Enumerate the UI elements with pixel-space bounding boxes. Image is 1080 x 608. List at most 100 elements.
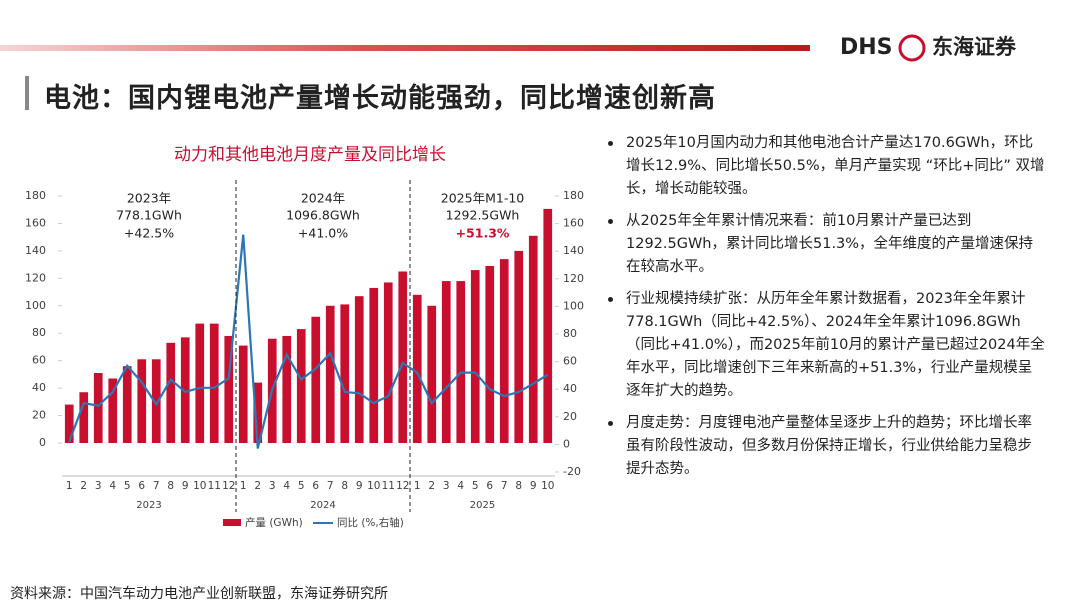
bar	[166, 342, 176, 443]
bar	[456, 281, 466, 443]
x-tick-label: 10	[367, 480, 380, 492]
x-tick-label: 8	[167, 480, 174, 492]
logo: DHS	[840, 35, 893, 60]
annotation: +42.5%	[124, 226, 174, 241]
bar	[354, 296, 364, 443]
bar	[108, 378, 118, 443]
x-tick-label: 10	[193, 480, 206, 492]
bar	[137, 359, 147, 443]
year-label: 2024	[310, 500, 335, 511]
x-tick-label: 12	[222, 480, 235, 492]
bar	[398, 271, 408, 443]
slide-title: 电池：国内锂电池产量增长动能强劲，同比增速创新高	[44, 83, 716, 114]
x-tick-label: 4	[457, 480, 464, 492]
y2-tick-label: 120	[563, 272, 584, 285]
x-tick-label: 11	[382, 480, 395, 492]
y2-tick-label: 20	[563, 410, 577, 423]
bar	[64, 404, 74, 443]
x-tick-label: 2	[80, 480, 87, 492]
bar	[224, 335, 234, 443]
y2-tick-label: 180	[563, 189, 584, 202]
y2-tick-label: 140	[563, 244, 584, 257]
legend-label: 产量 (GWh)	[245, 516, 303, 529]
annotation: +41.0%	[298, 226, 348, 241]
annotation: +51.3%	[456, 226, 510, 241]
x-tick-label: 5	[298, 480, 305, 492]
y-tick-label: 120	[25, 271, 46, 284]
bar	[340, 304, 350, 443]
y2-tick-label: 160	[563, 217, 584, 230]
x-tick-label: 7	[501, 480, 508, 492]
bar	[311, 316, 321, 443]
x-tick-label: 1	[240, 480, 247, 492]
bar	[528, 235, 538, 443]
bar	[151, 359, 161, 443]
bar	[383, 282, 393, 443]
bar	[485, 265, 495, 443]
y-tick-label: 160	[25, 216, 46, 229]
bar	[238, 345, 248, 443]
x-tick-label: 9	[356, 480, 363, 492]
header-bar	[0, 45, 810, 51]
x-tick-label: 9	[182, 480, 189, 492]
x-tick-label: 2	[254, 480, 261, 492]
x-tick-label: 1	[414, 480, 421, 492]
bullet: 2025年10月国内动力和其他电池合计产量达170.6GWh，环比增长12.9%…	[606, 132, 1046, 201]
annotation: 2025年M1-10	[441, 191, 525, 206]
annotation: 2023年	[127, 191, 171, 206]
bullet: 行业规模持续扩张：从历年全年累计数据看，2023年全年累计778.1GWh（同比…	[606, 288, 1046, 403]
y-tick-label: 20	[32, 409, 46, 422]
annotation: 1292.5GWh	[446, 208, 520, 223]
year-label: 2023	[136, 500, 161, 511]
bar	[441, 281, 451, 443]
x-tick-label: 5	[124, 480, 131, 492]
y2-tick-label: 60	[563, 355, 577, 368]
annotation: 1096.8GWh	[286, 208, 360, 223]
x-tick-label: 12	[396, 480, 409, 492]
legend-swatch	[223, 519, 241, 526]
bar	[195, 323, 205, 443]
source: 资料来源：中国汽车动力电池产业创新联盟，东海证券研究所	[10, 586, 388, 602]
y-tick-label: 100	[25, 299, 46, 312]
x-tick-label: 7	[327, 480, 334, 492]
bar	[79, 392, 89, 443]
x-tick-label: 9	[530, 480, 537, 492]
y-tick-label: 140	[25, 244, 46, 257]
y2-tick-label: 0	[563, 437, 570, 450]
bullet: 从2025年全年累计情况来看：前10月累计产量已达到1292.5GWh，累计同比…	[606, 210, 1046, 279]
annotation: 2024年	[301, 191, 345, 206]
bullet: 月度走势：月度锂电池产量整体呈逐步上升的趋势；环比增长率虽有阶段性波动，但多数月…	[606, 412, 1046, 481]
x-tick-label: 8	[515, 480, 522, 492]
y2-tick-label: -20	[563, 465, 581, 478]
bar	[253, 382, 263, 443]
bar	[93, 373, 103, 443]
bar	[282, 335, 292, 443]
x-tick-label: 6	[138, 480, 145, 492]
x-tick-label: 10	[541, 480, 554, 492]
x-tick-label: 4	[109, 480, 116, 492]
bar	[427, 305, 437, 443]
y-tick-label: 180	[25, 189, 46, 202]
x-tick-label: 2	[428, 480, 435, 492]
x-tick-label: 3	[95, 480, 102, 492]
x-tick-label: 11	[208, 480, 221, 492]
bar	[514, 250, 524, 443]
x-tick-label: 8	[341, 480, 348, 492]
bar	[543, 208, 553, 443]
bar	[180, 337, 190, 443]
y-tick-label: 40	[32, 381, 46, 394]
y-tick-label: 60	[32, 354, 46, 367]
legend-label: 同比 (%,右轴)	[337, 516, 404, 529]
y-tick-label: 0	[39, 436, 46, 449]
y2-tick-label: 100	[563, 299, 584, 312]
bar	[296, 329, 306, 443]
y2-tick-label: 80	[563, 327, 577, 340]
title-marker	[25, 76, 29, 110]
bullets: 2025年10月国内动力和其他电池合计产量达170.6GWh，环比增长12.9%…	[606, 132, 1046, 490]
x-tick-label: 7	[153, 480, 160, 492]
bar	[369, 287, 379, 443]
bar	[412, 294, 422, 443]
y2-tick-label: 40	[563, 382, 577, 395]
